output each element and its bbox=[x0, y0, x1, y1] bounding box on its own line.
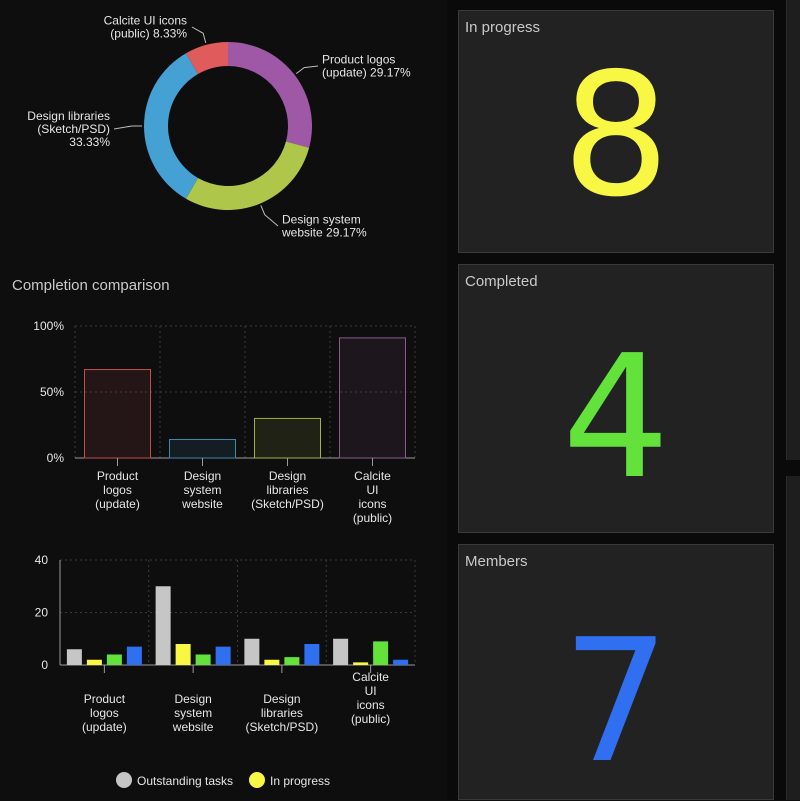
slice-label: (public) 8.33% bbox=[110, 27, 187, 41]
x-tick-label: (Sketch/PSD) bbox=[246, 720, 319, 734]
x-tick-label: website bbox=[172, 720, 214, 734]
x-tick-label: logos bbox=[90, 706, 119, 720]
x-tick-label: Product bbox=[97, 469, 139, 483]
bar bbox=[284, 657, 300, 665]
x-tick-label: Design bbox=[174, 692, 211, 706]
bar bbox=[304, 644, 320, 665]
donut-slice bbox=[144, 53, 199, 199]
bar bbox=[169, 439, 236, 459]
bar bbox=[215, 646, 231, 665]
x-tick-label: website bbox=[181, 497, 223, 511]
bar bbox=[264, 659, 280, 665]
slice-label: (update) 29.17% bbox=[322, 66, 411, 80]
donut-slice bbox=[228, 42, 312, 148]
bar bbox=[126, 646, 142, 665]
bar bbox=[66, 649, 82, 665]
bar bbox=[393, 659, 409, 665]
y-tick-label: 50% bbox=[40, 385, 64, 399]
x-tick-label: UI bbox=[367, 483, 379, 497]
x-tick-label: icons bbox=[358, 497, 386, 511]
leader-line bbox=[113, 125, 143, 130]
x-tick-label: system bbox=[183, 483, 221, 497]
adjacent-panel-edge bbox=[786, 0, 800, 460]
completion-comparison-title: Completion comparison bbox=[12, 277, 170, 294]
slice-label: 33.33% bbox=[69, 135, 110, 149]
card-value: 4 bbox=[561, 319, 671, 517]
slice-label: Calcite UI icons bbox=[104, 14, 187, 28]
bar bbox=[155, 586, 171, 665]
card-members: Members 7 bbox=[458, 544, 774, 800]
left-panel: Product logos (update) 29.17% Design syste… bbox=[12, 13, 416, 788]
card-title: In progress bbox=[465, 19, 541, 36]
y-tick-label: 40 bbox=[35, 553, 49, 567]
bar bbox=[175, 644, 191, 665]
slice-label: Product logos bbox=[322, 53, 395, 67]
legend-label: Outstanding tasks bbox=[137, 774, 233, 788]
x-tick-label: libraries bbox=[261, 706, 303, 720]
bar bbox=[339, 337, 406, 459]
y-tick-label: 100% bbox=[33, 319, 64, 333]
bar bbox=[353, 662, 369, 665]
x-tick-label: (update) bbox=[95, 497, 140, 511]
x-tick-label: (Sketch/PSD) bbox=[251, 497, 324, 511]
bar bbox=[86, 659, 102, 665]
donut-chart: Product logos(update) 29.17% Design syste… bbox=[27, 14, 411, 240]
x-tick-label: Calcite bbox=[352, 670, 389, 684]
x-tick-label: Design bbox=[184, 469, 221, 483]
donut-slice bbox=[185, 141, 310, 210]
tasks-bar-chart: 02040Productlogos(update)Designsystemweb… bbox=[35, 553, 416, 788]
leader-line bbox=[260, 205, 279, 227]
bar bbox=[84, 369, 151, 459]
leader-line bbox=[191, 26, 207, 44]
card-title: Completed bbox=[465, 273, 538, 290]
donut-slice bbox=[186, 42, 228, 75]
legend-marker bbox=[249, 772, 265, 788]
slice-label: website 29.17% bbox=[281, 226, 367, 240]
bar bbox=[373, 641, 389, 665]
y-tick-label: 20 bbox=[35, 606, 49, 620]
slice-label: Design system bbox=[282, 213, 361, 227]
card-title: Members bbox=[465, 553, 528, 570]
x-tick-label: Calcite bbox=[354, 469, 391, 483]
y-tick-label: 0 bbox=[41, 658, 48, 672]
bar bbox=[254, 417, 321, 459]
bar bbox=[244, 638, 260, 665]
legend-marker bbox=[116, 772, 132, 788]
x-tick-label: Product bbox=[84, 692, 126, 706]
leader-line bbox=[295, 65, 319, 75]
bar bbox=[195, 654, 211, 665]
x-tick-label: logos bbox=[103, 483, 132, 497]
adjacent-panel-edge bbox=[786, 476, 800, 800]
slice-label: Design libraries bbox=[27, 109, 110, 123]
card-completed: Completed 4 bbox=[458, 264, 774, 533]
x-tick-label: UI bbox=[365, 684, 377, 698]
y-tick-label: 0% bbox=[47, 451, 65, 465]
x-tick-label: Design bbox=[263, 692, 300, 706]
x-tick-label: icons bbox=[357, 698, 385, 712]
slice-label: (Sketch/PSD) bbox=[37, 122, 110, 136]
card-value: 8 bbox=[561, 37, 671, 235]
x-tick-label: libraries bbox=[266, 483, 308, 497]
completion-bar-chart: 0%50%100%Productlogos(update)Designsyste… bbox=[33, 319, 416, 525]
x-tick-label: (update) bbox=[82, 720, 127, 734]
card-in-progress: In progress 8 bbox=[458, 10, 774, 253]
legend-label: In progress bbox=[270, 774, 330, 788]
bar bbox=[333, 638, 349, 665]
x-tick-label: Design bbox=[269, 469, 306, 483]
x-tick-label: (public) bbox=[351, 712, 390, 726]
card-value: 7 bbox=[561, 603, 671, 801]
x-tick-label: system bbox=[174, 706, 212, 720]
x-tick-label: (public) bbox=[353, 511, 392, 525]
bar bbox=[106, 654, 122, 665]
